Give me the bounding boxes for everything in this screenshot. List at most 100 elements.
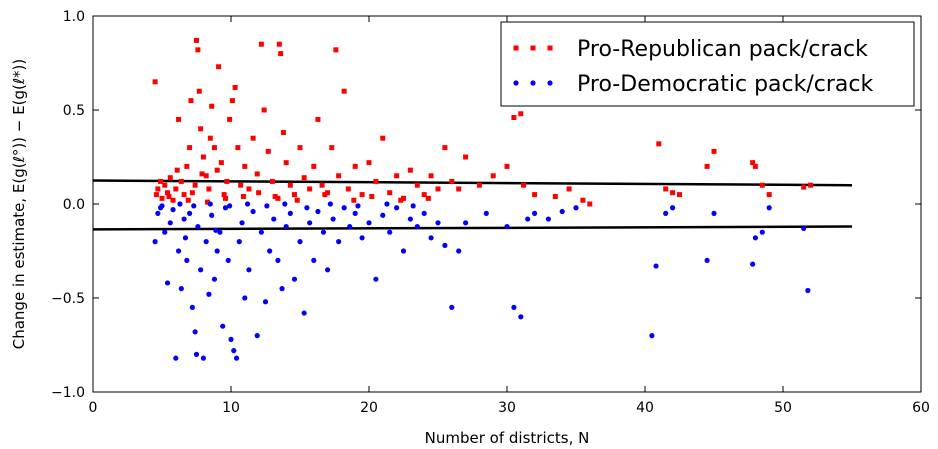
x-tick-label: 10 xyxy=(222,400,240,416)
data-point xyxy=(525,216,531,222)
data-point xyxy=(766,205,772,211)
legend-marker xyxy=(513,45,519,51)
data-point xyxy=(240,193,246,199)
data-point xyxy=(178,178,184,184)
data-point xyxy=(711,210,717,216)
data-point xyxy=(449,304,455,310)
data-point xyxy=(518,111,524,117)
data-point xyxy=(400,248,407,254)
y-tick-label: 1.0 xyxy=(63,9,85,25)
data-point xyxy=(191,203,197,209)
data-point xyxy=(333,47,339,53)
data-point xyxy=(287,210,293,216)
y-axis-ticks: −1.0 −0.5 0.0 0.5 1.0 xyxy=(51,9,921,401)
data-point xyxy=(184,257,190,263)
data-point xyxy=(330,216,336,222)
data-point xyxy=(228,336,234,342)
x-tick-label: 30 xyxy=(498,400,516,416)
legend-box xyxy=(500,21,915,107)
data-point xyxy=(189,190,195,196)
data-point xyxy=(283,160,289,166)
data-point xyxy=(407,167,413,173)
data-point xyxy=(307,186,313,192)
data-point xyxy=(258,41,264,47)
data-point xyxy=(336,173,342,179)
data-point xyxy=(264,203,270,209)
data-point xyxy=(282,201,288,207)
data-point xyxy=(152,79,158,85)
data-point xyxy=(387,190,393,196)
data-point xyxy=(221,192,227,198)
data-point xyxy=(407,216,413,222)
data-point xyxy=(279,286,285,292)
data-point xyxy=(327,201,333,207)
data-point xyxy=(166,193,172,199)
data-point xyxy=(414,182,420,188)
data-point xyxy=(229,98,235,104)
y-tick-label: 0.0 xyxy=(63,197,85,213)
data-point xyxy=(267,248,273,254)
data-point xyxy=(373,276,379,282)
data-point xyxy=(442,145,448,151)
legend-entry-1: Pro-Republican pack/crack xyxy=(513,37,868,62)
data-point xyxy=(196,88,202,94)
data-point xyxy=(759,182,765,188)
data-point xyxy=(177,201,183,207)
data-point xyxy=(456,248,462,254)
data-point xyxy=(359,192,365,198)
data-point xyxy=(217,229,223,235)
data-point xyxy=(329,145,335,151)
data-point xyxy=(442,242,448,248)
x-axis-ticks: 0 10 20 30 40 50 60 xyxy=(89,16,930,416)
data-point xyxy=(336,239,342,245)
series-2 xyxy=(152,201,811,361)
data-point xyxy=(170,207,176,213)
x-tick-label: 50 xyxy=(774,400,792,416)
data-point xyxy=(184,163,190,169)
data-point xyxy=(325,267,331,273)
legend-marker xyxy=(530,80,536,86)
data-point xyxy=(206,186,212,192)
data-point xyxy=(428,235,434,241)
data-point xyxy=(287,182,293,188)
data-point xyxy=(173,186,179,192)
data-point xyxy=(275,257,281,263)
reference-line-2 xyxy=(92,225,853,231)
data-point xyxy=(258,229,264,235)
data-point xyxy=(301,310,307,316)
data-point xyxy=(483,210,489,216)
data-point xyxy=(384,201,390,207)
data-point xyxy=(341,88,347,94)
data-point xyxy=(178,286,184,292)
data-point xyxy=(222,205,229,211)
data-point xyxy=(766,192,772,198)
data-point xyxy=(239,220,245,226)
data-point xyxy=(656,141,662,147)
data-point xyxy=(199,171,205,177)
data-point xyxy=(233,355,240,361)
data-point xyxy=(552,193,558,199)
y-tick-label: −1.0 xyxy=(51,385,85,401)
data-point xyxy=(272,193,278,199)
data-point xyxy=(220,323,226,329)
data-point xyxy=(231,348,237,354)
data-point xyxy=(175,248,182,254)
data-point xyxy=(211,276,218,282)
data-point xyxy=(269,178,275,184)
data-point xyxy=(380,135,386,141)
data-point xyxy=(195,223,201,230)
data-point xyxy=(174,167,180,173)
data-point xyxy=(297,239,303,245)
series-1 xyxy=(152,37,814,207)
data-point xyxy=(566,186,572,192)
data-point xyxy=(254,171,260,177)
data-point xyxy=(167,220,173,226)
data-point xyxy=(347,223,353,230)
data-point xyxy=(325,190,331,196)
data-point xyxy=(808,182,814,188)
data-point xyxy=(373,178,379,184)
data-point xyxy=(801,225,807,232)
data-point xyxy=(311,163,317,169)
data-point xyxy=(504,223,510,230)
